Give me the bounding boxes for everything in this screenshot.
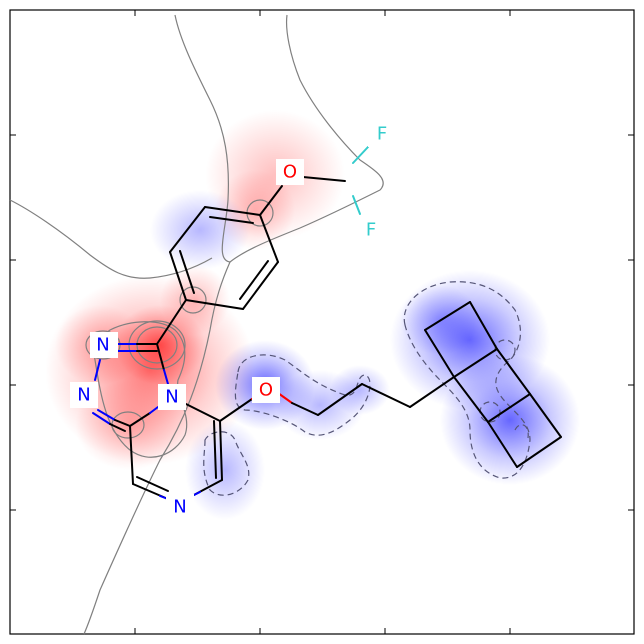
atom-f2: F — [366, 220, 376, 241]
dashed-contours — [203, 281, 531, 496]
atom-n2: N — [77, 385, 90, 406]
atom-n1: N — [96, 335, 109, 356]
atom-n4: N — [173, 497, 186, 518]
atom-f1: F — [377, 124, 387, 145]
atom-o1: O — [259, 380, 273, 401]
atom-labels: N N N N O O F F — [70, 121, 396, 520]
atom-n3: N — [165, 387, 178, 408]
bonds — [129, 176, 562, 500]
contour-lines — [9, 14, 384, 635]
weight-heatmap — [45, 110, 580, 520]
axis-ticks — [10, 10, 634, 634]
atom-o2: O — [283, 162, 297, 183]
